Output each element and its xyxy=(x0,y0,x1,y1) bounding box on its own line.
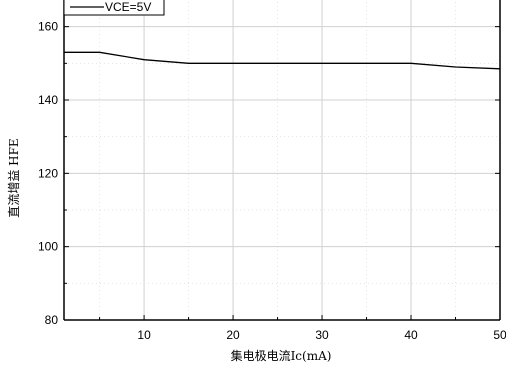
x-tick-label: 40 xyxy=(404,328,418,342)
x-tick-label: 10 xyxy=(137,328,151,342)
grid xyxy=(64,0,501,321)
ticks-layer: 10 20 30 40 50 80 100 120 140 160 xyxy=(38,20,506,342)
axes xyxy=(63,0,501,321)
x-tick-label: 50 xyxy=(493,328,506,342)
y-tick-label: 160 xyxy=(38,20,58,34)
y-tick-label: 80 xyxy=(45,313,59,327)
y-tick-label: 120 xyxy=(38,166,58,180)
y-axis-title: 直流增益 HFE xyxy=(7,138,21,217)
legend-label: VCE=5V xyxy=(105,0,151,14)
legend-box xyxy=(63,0,165,16)
x-tick-label: 30 xyxy=(315,328,329,342)
y-tick-label: 100 xyxy=(38,240,58,254)
x-axis-title: 集电极电流Ic(mA) xyxy=(231,348,332,363)
legend: VCE=5V xyxy=(63,0,165,16)
y-tick-label: 140 xyxy=(38,93,58,107)
series-layer xyxy=(64,51,501,70)
x-tick-label: 20 xyxy=(226,328,240,342)
series-line xyxy=(64,51,501,70)
